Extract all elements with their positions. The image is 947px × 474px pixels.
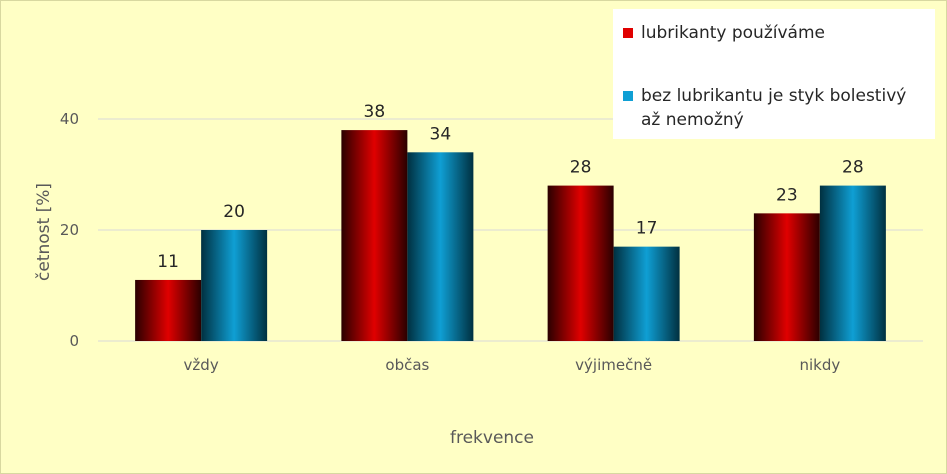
bar-1-1 — [135, 279, 202, 341]
legend-label-series-2: bez lubrikantu je styk bolestivý až nemo… — [641, 86, 907, 130]
data-label: 28 — [842, 158, 864, 178]
data-label: 23 — [776, 185, 798, 205]
data-label: 38 — [364, 102, 386, 122]
y-tick-label: 0 — [69, 332, 79, 350]
bar-1-3 — [547, 185, 614, 341]
bar-2-2 — [407, 152, 474, 341]
bar-2-1 — [201, 230, 268, 341]
bar-2-3 — [613, 246, 680, 341]
data-label: 11 — [157, 252, 179, 272]
legend: lubrikanty používáme bez lubrikantu je s… — [613, 9, 935, 139]
x-axis-title: frekvence — [450, 428, 534, 448]
bar-1-4 — [753, 213, 820, 341]
legend-item-series-2: bez lubrikantu je styk bolestivý až nemo… — [623, 84, 931, 132]
data-label: 28 — [570, 158, 592, 178]
y-tick-label: 40 — [60, 110, 79, 128]
x-tick-label: vždy — [184, 356, 219, 374]
y-tick-label: 20 — [60, 221, 79, 239]
legend-swatch-series-1 — [623, 28, 633, 38]
legend-item-series-1: lubrikanty používáme — [623, 21, 931, 45]
x-tick-label: výjimečně — [575, 356, 652, 374]
bar-1-2 — [341, 130, 408, 341]
bar-2-4 — [819, 185, 886, 341]
data-label: 20 — [223, 202, 245, 222]
x-tick-label: nikdy — [799, 356, 840, 374]
legend-label-series-1: lubrikanty používáme — [641, 23, 825, 43]
data-label: 34 — [430, 124, 452, 144]
data-label: 17 — [636, 219, 658, 239]
legend-swatch-series-2 — [623, 91, 633, 101]
x-tick-label: občas — [385, 356, 429, 374]
y-axis-title: četnost [%] — [34, 183, 54, 281]
